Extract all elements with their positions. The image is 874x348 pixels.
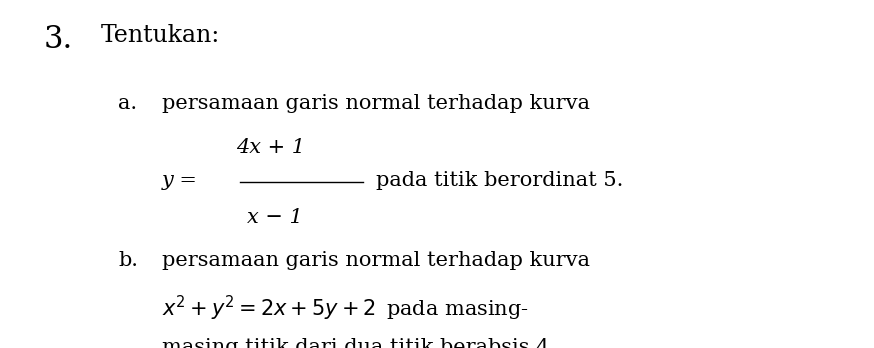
- Text: Tentukan:: Tentukan:: [101, 24, 219, 47]
- Text: pada titik berordinat 5.: pada titik berordinat 5.: [376, 172, 623, 190]
- Text: masing titik dari dua titik berabsis 4.: masing titik dari dua titik berabsis 4.: [162, 338, 556, 348]
- Text: x − 1: x − 1: [247, 208, 303, 227]
- Text: 4x + 1: 4x + 1: [237, 139, 305, 157]
- Text: persamaan garis normal terhadap kurva: persamaan garis normal terhadap kurva: [162, 251, 590, 270]
- Text: persamaan garis normal terhadap kurva: persamaan garis normal terhadap kurva: [162, 94, 590, 113]
- Text: $x^2 + y^2 = 2x + 5y + 2\,$ pada masing-: $x^2 + y^2 = 2x + 5y + 2\,$ pada masing-: [162, 294, 529, 323]
- Text: a.: a.: [118, 94, 137, 113]
- Text: b.: b.: [118, 251, 138, 270]
- Text: 3.: 3.: [44, 24, 73, 55]
- Text: y =: y =: [162, 172, 198, 190]
